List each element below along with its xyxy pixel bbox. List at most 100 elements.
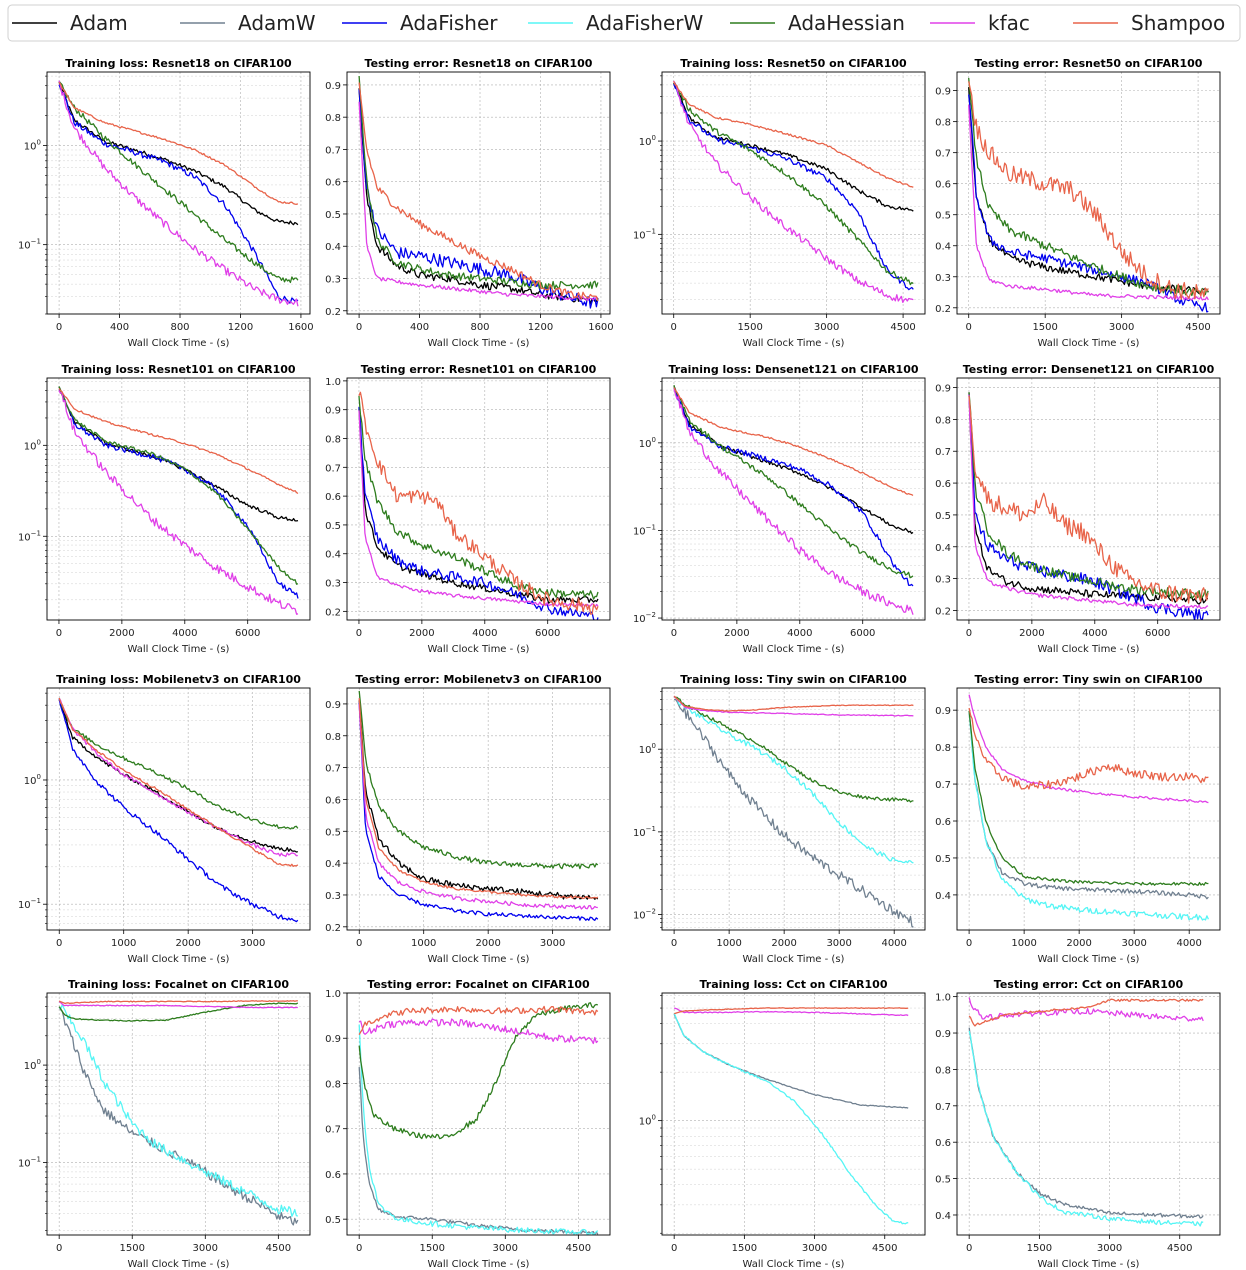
y-tick-label: 0.4 — [935, 543, 951, 554]
series-shampoo — [673, 695, 914, 712]
series-adahessian — [58, 80, 299, 284]
y-tick-exponent: −1 — [646, 227, 656, 235]
y-tick-label: 0.8 — [935, 118, 951, 129]
grid — [662, 72, 925, 314]
chart-title: Training loss: Cct on CIFAR100 — [700, 978, 888, 991]
series-group — [58, 386, 299, 615]
x-tick-label: 0 — [356, 322, 362, 333]
plot-frame — [346, 71, 611, 315]
x-tick-label: 400 — [410, 322, 429, 333]
y-tick-label: 0.7 — [935, 149, 951, 160]
grid — [957, 72, 1220, 314]
subplot-testing-error-resnet101-on-cifar100: 0 2000 4000 6000 0.2 0.3 0.4 0.5 0.6 0.7 0.8 0.9 1.0… — [325, 363, 611, 655]
y-tick-label: 0.5 — [935, 1175, 951, 1186]
y-tick-exponent: 0 — [652, 1114, 656, 1122]
legend-item-shampoo: Shampoo — [1073, 11, 1225, 35]
subplot-testing-error-focalnet-on-cifar100: 0 1500 3000 4500 0.5 0.6 0.7 0.8 0.9 1.0 Testing e… — [325, 978, 611, 1270]
chart-title: Testing error: Tiny swin on CIFAR100 — [975, 673, 1203, 686]
plot-frame — [661, 377, 926, 621]
x-tick-label: 4500 — [1185, 322, 1210, 333]
series-adahessian — [673, 696, 914, 803]
chart-title: Training loss: Resnet101 on CIFAR100 — [61, 363, 295, 376]
y-tick-label: 0.8 — [325, 1079, 341, 1090]
series-adafisher — [358, 702, 599, 921]
x-axis-label: Wall Clock Time - (s) — [743, 338, 845, 349]
x-tick-label: 3000 — [193, 1243, 218, 1254]
chart-title: Training loss: Densenet121 on CIFAR100 — [668, 363, 918, 376]
y-tick-label: 1.0 — [325, 989, 341, 1000]
plot-frame — [46, 687, 311, 931]
grid — [957, 378, 1220, 620]
series-kfac — [358, 704, 598, 910]
x-tick-label: 1500 — [737, 322, 762, 333]
y-tick-exponent: −2 — [646, 611, 656, 619]
x-tick-label: 1500 — [120, 1243, 145, 1254]
plot-frame — [956, 992, 1221, 1236]
legend-item-kfac: kfac — [930, 11, 1030, 35]
y-tick-label: 1.0 — [935, 993, 951, 1004]
grid — [47, 993, 310, 1235]
plot-frame — [46, 992, 311, 1236]
x-tick-label: 1000 — [716, 938, 741, 949]
series-kfac — [968, 394, 1209, 610]
series-kfac — [58, 1001, 298, 1009]
y-tick-label: 0.6 — [325, 1170, 341, 1181]
series-adam — [358, 88, 599, 305]
x-tick-label: 6000 — [235, 628, 260, 639]
x-axis-label: Wall Clock Time - (s) — [428, 1259, 530, 1270]
series-shampoo — [358, 82, 599, 302]
series-adafisher — [358, 406, 599, 620]
x-tick-label: 1000 — [1011, 938, 1036, 949]
y-tick-base: 10 — [633, 526, 646, 537]
chart-title: Testing error: Cct on CIFAR100 — [994, 978, 1184, 991]
y-tick-base: 10 — [18, 900, 31, 911]
x-tick-label: 4000 — [787, 628, 812, 639]
y-tick-label: 100 — [24, 773, 41, 787]
y-tick-label: 0.6 — [935, 817, 951, 828]
y-tick-exponent: −1 — [31, 897, 41, 905]
series-adam — [358, 700, 599, 900]
y-tick-label: 0.6 — [935, 1138, 951, 1149]
series-adahessian — [58, 1002, 299, 1022]
series-adahessian — [673, 384, 914, 579]
grid — [662, 688, 925, 930]
series-adahessian — [358, 75, 599, 290]
x-axis-label: Wall Clock Time - (s) — [1038, 1259, 1140, 1270]
legend-label: kfac — [988, 11, 1030, 35]
x-tick-label: 0 — [671, 938, 677, 949]
x-tick-label: 1000 — [411, 938, 436, 949]
x-tick-label: 3000 — [826, 938, 851, 949]
y-tick-label: 0.5 — [325, 1215, 341, 1226]
y-tick-label: 0.9 — [935, 87, 951, 98]
y-tick-label: 100 — [24, 1058, 41, 1072]
y-tick-label: 0.7 — [935, 780, 951, 791]
y-tick-label: 0.3 — [935, 575, 951, 586]
y-tick-label: 10−2 — [633, 908, 656, 922]
y-tick-exponent: −2 — [646, 908, 656, 916]
series-group — [673, 80, 914, 304]
series-group — [58, 80, 299, 307]
series-group — [358, 75, 599, 309]
series-shampoo — [968, 81, 1209, 300]
chart-title: Testing error: Resnet101 on CIFAR100 — [361, 363, 597, 376]
x-axis-label: Wall Clock Time - (s) — [128, 1259, 230, 1270]
y-tick-base: 10 — [633, 828, 646, 839]
y-tick-label: 0.5 — [935, 854, 951, 865]
series-adahessian — [58, 386, 299, 585]
y-tick-label: 0.8 — [935, 743, 951, 754]
series-shampoo — [968, 998, 1204, 1027]
x-tick-label: 6000 — [850, 628, 875, 639]
y-tick-exponent: 0 — [652, 436, 656, 444]
series-adamw — [674, 698, 914, 928]
y-tick-label: 0.8 — [325, 732, 341, 743]
y-tick-base: 10 — [18, 1158, 31, 1169]
series-adam — [968, 392, 1208, 605]
grid — [662, 993, 925, 1235]
series-adahessian — [358, 395, 599, 600]
y-tick-label: 0.3 — [325, 891, 341, 902]
